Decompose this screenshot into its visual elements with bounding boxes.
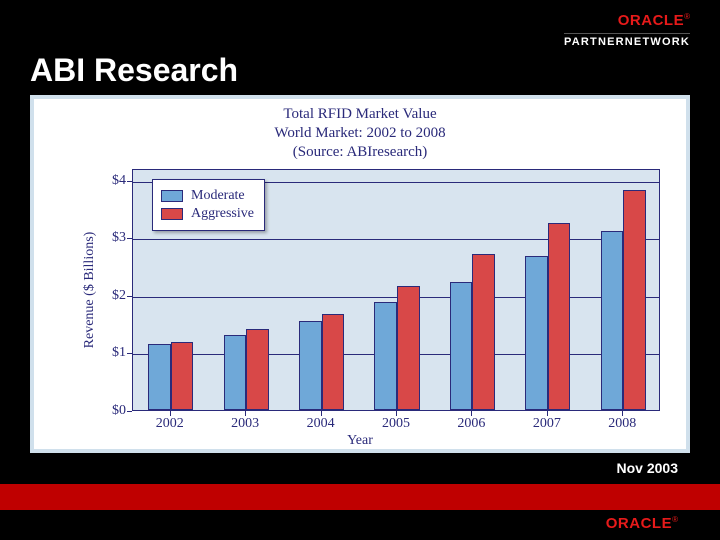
bar-moderate: [148, 344, 171, 410]
ytick-label: $0: [90, 403, 126, 419]
gridline: [133, 297, 659, 298]
oracle-tm: ®: [684, 12, 690, 21]
legend: Moderate Aggressive: [152, 179, 265, 231]
xtick-label: 2005: [382, 416, 410, 432]
xtick-label: 2008: [608, 416, 636, 432]
bar-aggressive: [246, 329, 269, 410]
xtick-label: 2006: [457, 416, 485, 432]
chart-title-line2: World Market: 2002 to 2008: [34, 124, 686, 143]
chart-title: Total RFID Market Value World Market: 20…: [34, 105, 686, 161]
gridline: [133, 239, 659, 240]
xtick-label: 2007: [533, 416, 561, 432]
legend-swatch: [161, 190, 183, 202]
ytick-mark: [127, 238, 132, 239]
bar-moderate: [299, 321, 322, 410]
bar-aggressive: [171, 342, 194, 410]
partner-network-text: PARTNERNETWORK: [564, 36, 690, 48]
oracle-wordmark: ORACLE: [618, 12, 684, 29]
footer-date: Nov 2003: [617, 460, 678, 476]
oracle-tm-bottom: ®: [672, 515, 678, 524]
bar-aggressive: [623, 190, 646, 410]
bar-moderate: [224, 335, 247, 410]
ytick-mark: [127, 181, 132, 182]
legend-label: Moderate: [191, 188, 245, 204]
bar-moderate: [525, 256, 548, 410]
xtick-label: 2004: [307, 416, 335, 432]
bar-moderate: [450, 282, 473, 410]
ytick-label: $1: [90, 345, 126, 361]
x-axis-label: Year: [34, 433, 686, 449]
ytick-mark: [127, 296, 132, 297]
footer-red-bar: [0, 484, 720, 510]
chart-inner: Total RFID Market Value World Market: 20…: [34, 99, 686, 449]
bar-moderate: [374, 302, 397, 410]
slide-title: ABI Research: [30, 52, 238, 89]
bar-aggressive: [548, 223, 571, 410]
ytick-label: $4: [90, 173, 126, 189]
legend-swatch: [161, 208, 183, 220]
bar-moderate: [601, 231, 624, 410]
legend-row: Aggressive: [161, 206, 254, 222]
bar-aggressive: [397, 286, 420, 410]
oracle-wordmark-bottom: ORACLE: [606, 515, 672, 532]
bar-aggressive: [322, 314, 345, 410]
oracle-logo-top: ORACLE® PARTNERNETWORK: [564, 12, 690, 48]
ytick-label: $2: [90, 288, 126, 304]
bar-aggressive: [472, 254, 495, 410]
legend-row: Moderate: [161, 188, 254, 204]
chart-panel: Total RFID Market Value World Market: 20…: [30, 95, 690, 453]
ytick-label: $3: [90, 230, 126, 246]
xtick-label: 2003: [231, 416, 259, 432]
chart-title-line1: Total RFID Market Value: [34, 105, 686, 124]
chart-title-line3: (Source: ABIresearch): [34, 143, 686, 162]
legend-label: Aggressive: [191, 206, 254, 222]
ytick-mark: [127, 411, 132, 412]
xtick-label: 2002: [156, 416, 184, 432]
oracle-logo-bottom: ORACLE®: [606, 515, 678, 533]
ytick-mark: [127, 353, 132, 354]
